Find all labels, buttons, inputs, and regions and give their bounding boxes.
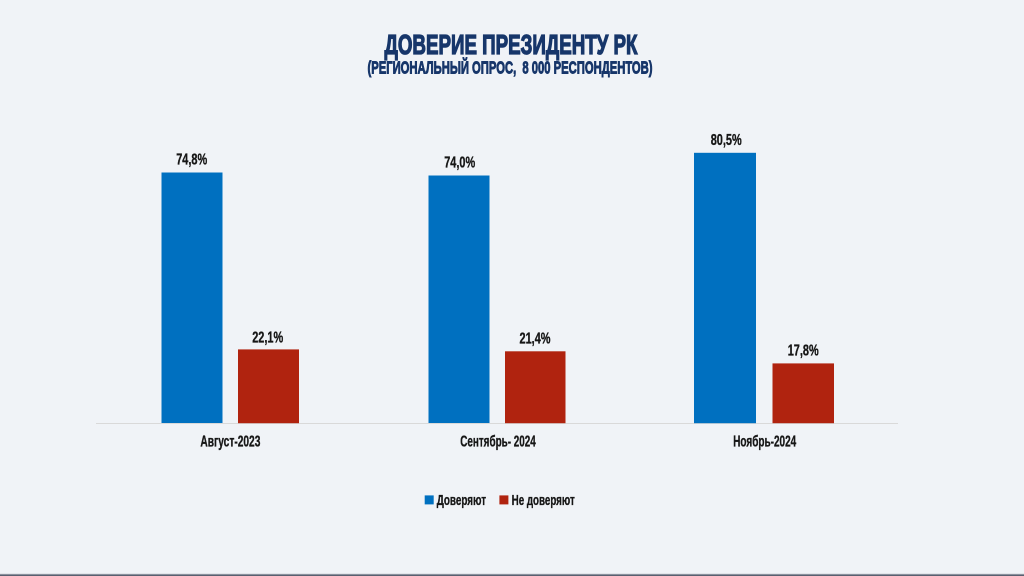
svg-text:ДОВЕРИЕ ПРЕЗИДЕНТУ РК: ДОВЕРИЕ ПРЕЗИДЕНТУ РК: [385, 29, 639, 60]
svg-text:Не доверяют: Не доверяют: [512, 492, 575, 509]
svg-text:17,8%: 17,8%: [788, 343, 819, 360]
svg-text:Сентябрь- 2024: Сентябрь- 2024: [460, 433, 536, 450]
svg-text:Август-2023: Август-2023: [200, 433, 260, 450]
svg-text:21,4%: 21,4%: [520, 330, 551, 347]
svg-text:74,0%: 74,0%: [444, 154, 475, 171]
svg-text:80,5%: 80,5%: [711, 132, 742, 149]
svg-text:(РЕГИОНАЛЬНЫЙ ОПРОС, 8 000 РЕ: (РЕГИОНАЛЬНЫЙ ОПРОС, 8 000 РЕСПОНДЕНТОВ): [368, 57, 653, 78]
svg-text:Доверяют: Доверяют: [437, 492, 486, 509]
svg-text:74,8%: 74,8%: [176, 152, 207, 169]
svg-text:22,1%: 22,1%: [252, 330, 283, 347]
svg-text:Ноябрь-2024: Ноябрь-2024: [733, 433, 796, 450]
